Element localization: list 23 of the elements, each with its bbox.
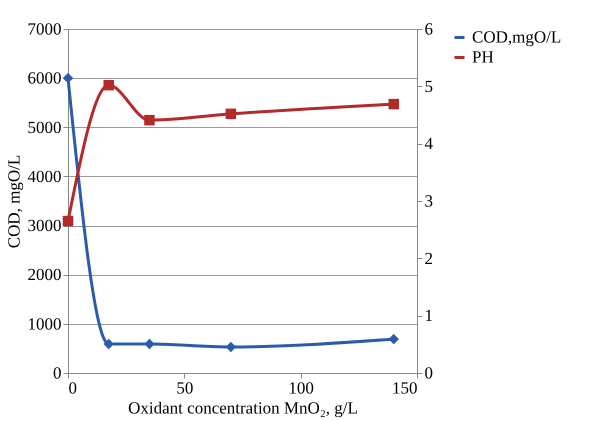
y-tick-label: 4000 bbox=[28, 166, 62, 186]
y-tick-label: 0 bbox=[53, 364, 62, 382]
y2-tick-label: 4 bbox=[424, 134, 434, 154]
y2-tick-label: 3 bbox=[424, 192, 433, 210]
y2-tick-label: 1 bbox=[424, 306, 433, 326]
x-tick-label: 0 bbox=[68, 378, 77, 398]
y-tick-label: 2000 bbox=[28, 265, 62, 284]
y2-tick-label: 5 bbox=[424, 76, 433, 96]
y-tick-label: 7000 bbox=[28, 20, 62, 38]
y-tick-label: 5000 bbox=[28, 118, 62, 137]
x-axis-title: Oxidant concentration MnO₂, g/L bbox=[128, 398, 358, 418]
x-tick-label: 50 bbox=[176, 378, 194, 398]
legend-label: PH bbox=[472, 48, 494, 66]
y2-tick-label: 2 bbox=[424, 248, 433, 268]
y-tick-label: 6000 bbox=[28, 68, 62, 88]
y-tick-label: 3000 bbox=[28, 216, 62, 236]
y2-tick-label: 0 bbox=[424, 364, 433, 382]
legend-label: COD,mgO/L bbox=[472, 28, 562, 46]
y-tick-label: 1000 bbox=[28, 314, 62, 334]
x-tick-label: 150 bbox=[392, 378, 418, 398]
y-axis-title: COD, mgO/L bbox=[4, 154, 24, 248]
y2-tick-label: 6 bbox=[424, 20, 433, 38]
x-tick-label: 100 bbox=[288, 378, 314, 398]
